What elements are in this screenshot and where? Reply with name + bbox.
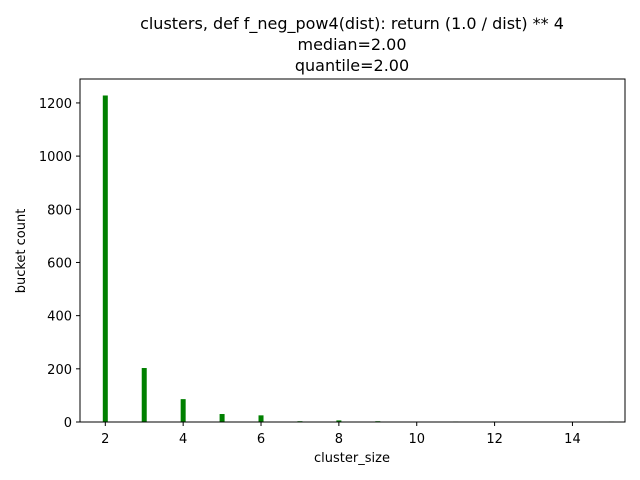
plot-frame	[79, 78, 626, 423]
bar-size-6	[258, 415, 264, 422]
y-tick-label: 1200	[39, 97, 72, 112]
x-tick-label: 4	[179, 432, 187, 447]
y-tick-label: 400	[47, 310, 72, 325]
title-line-3: quantile=2.00	[295, 56, 409, 75]
x-axis: 2 4 6 8 10 12 14	[101, 422, 581, 447]
y-axis-label: bucket count	[14, 209, 29, 294]
x-tick-label: 14	[564, 432, 581, 447]
y-axis: 0 200 400 600 800 1000 1200	[39, 97, 80, 431]
bar-size-2	[102, 95, 108, 423]
y-tick-label: 200	[47, 363, 72, 378]
title-line-2: median=2.00	[297, 35, 406, 54]
x-tick-label: 8	[335, 432, 343, 447]
bars	[102, 95, 614, 423]
x-axis-label: cluster_size	[314, 451, 390, 466]
bar-size-5	[219, 414, 225, 422]
title-line-1: clusters, def f_neg_pow4(dist): return (…	[140, 14, 564, 34]
bar-size-8	[336, 420, 342, 422]
y-tick-label: 800	[47, 203, 72, 218]
x-tick-label: 12	[486, 432, 503, 447]
chart-title: clusters, def f_neg_pow4(dist): return (…	[140, 14, 564, 75]
bar-size-4	[180, 399, 186, 422]
bar-size-3	[141, 368, 147, 422]
x-tick-label: 10	[408, 432, 425, 447]
y-tick-label: 1000	[39, 150, 72, 165]
x-tick-label: 2	[101, 432, 109, 447]
x-tick-label: 6	[257, 432, 265, 447]
y-tick-label: 0	[64, 416, 72, 431]
y-tick-label: 600	[47, 256, 72, 271]
